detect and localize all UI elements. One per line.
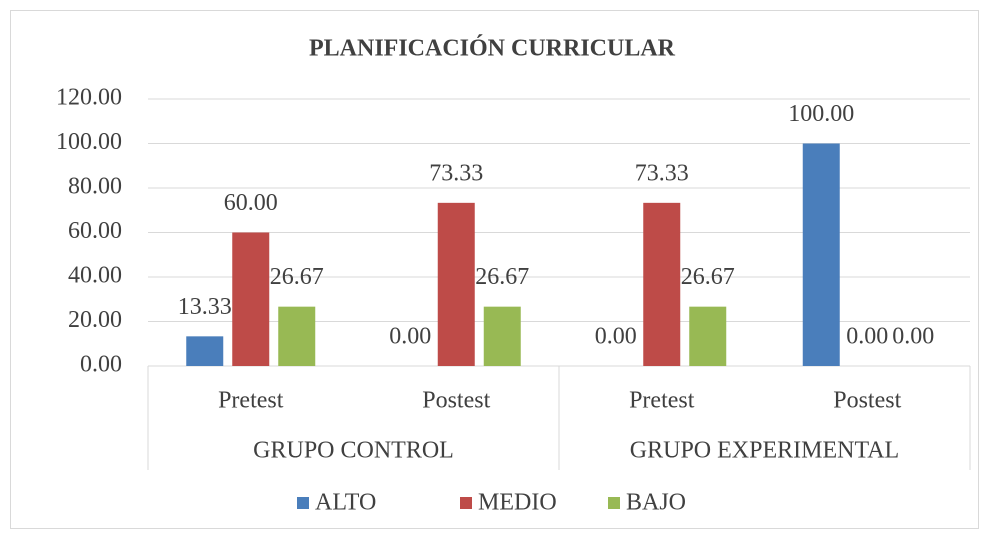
- legend-swatch: [608, 497, 620, 509]
- value-label: 73.33: [429, 160, 483, 186]
- value-label: 0.00: [892, 324, 934, 350]
- legend-label: MEDIO: [478, 490, 557, 516]
- bar: [232, 232, 270, 366]
- legend-swatch: [297, 497, 309, 509]
- y-tick-label: 100.00: [56, 129, 122, 155]
- y-tick-label: 40.00: [68, 263, 122, 289]
- chart-title: PLANIFICACIÓN CURRICULAR: [309, 35, 676, 62]
- group-label: GRUPO EXPERIMENTAL: [630, 438, 899, 464]
- bar: [278, 306, 316, 366]
- bar: [689, 306, 727, 366]
- value-label: 26.67: [681, 264, 735, 290]
- x-tick-label: Postest: [422, 388, 490, 414]
- y-tick-label: 80.00: [68, 174, 122, 200]
- x-tick-label: Pretest: [218, 388, 284, 414]
- value-label: 73.33: [635, 160, 689, 186]
- value-label: 0.00: [389, 324, 431, 350]
- legend-label: BAJO: [626, 490, 686, 516]
- y-tick-label: 60.00: [68, 218, 122, 244]
- bar: [437, 202, 475, 366]
- x-tick-label: Postest: [833, 388, 901, 414]
- value-label: 60.00: [224, 190, 278, 216]
- value-label: 26.67: [475, 264, 529, 290]
- x-tick-label: Pretest: [629, 388, 695, 414]
- bar: [643, 202, 681, 366]
- y-tick-label: 0.00: [80, 352, 122, 378]
- legend-swatch: [460, 497, 472, 509]
- bar: [802, 143, 840, 366]
- value-label: 0.00: [595, 324, 637, 350]
- bar: [186, 336, 224, 366]
- value-label: 0.00: [846, 324, 888, 350]
- legend-label: ALTO: [315, 490, 376, 516]
- value-label: 26.67: [270, 264, 324, 290]
- y-tick-label: 120.00: [56, 85, 122, 111]
- value-label: 13.33: [178, 294, 232, 320]
- group-label: GRUPO CONTROL: [253, 438, 454, 464]
- y-tick-label: 20.00: [68, 307, 122, 333]
- bar: [483, 306, 521, 366]
- value-label: 100.00: [788, 101, 854, 127]
